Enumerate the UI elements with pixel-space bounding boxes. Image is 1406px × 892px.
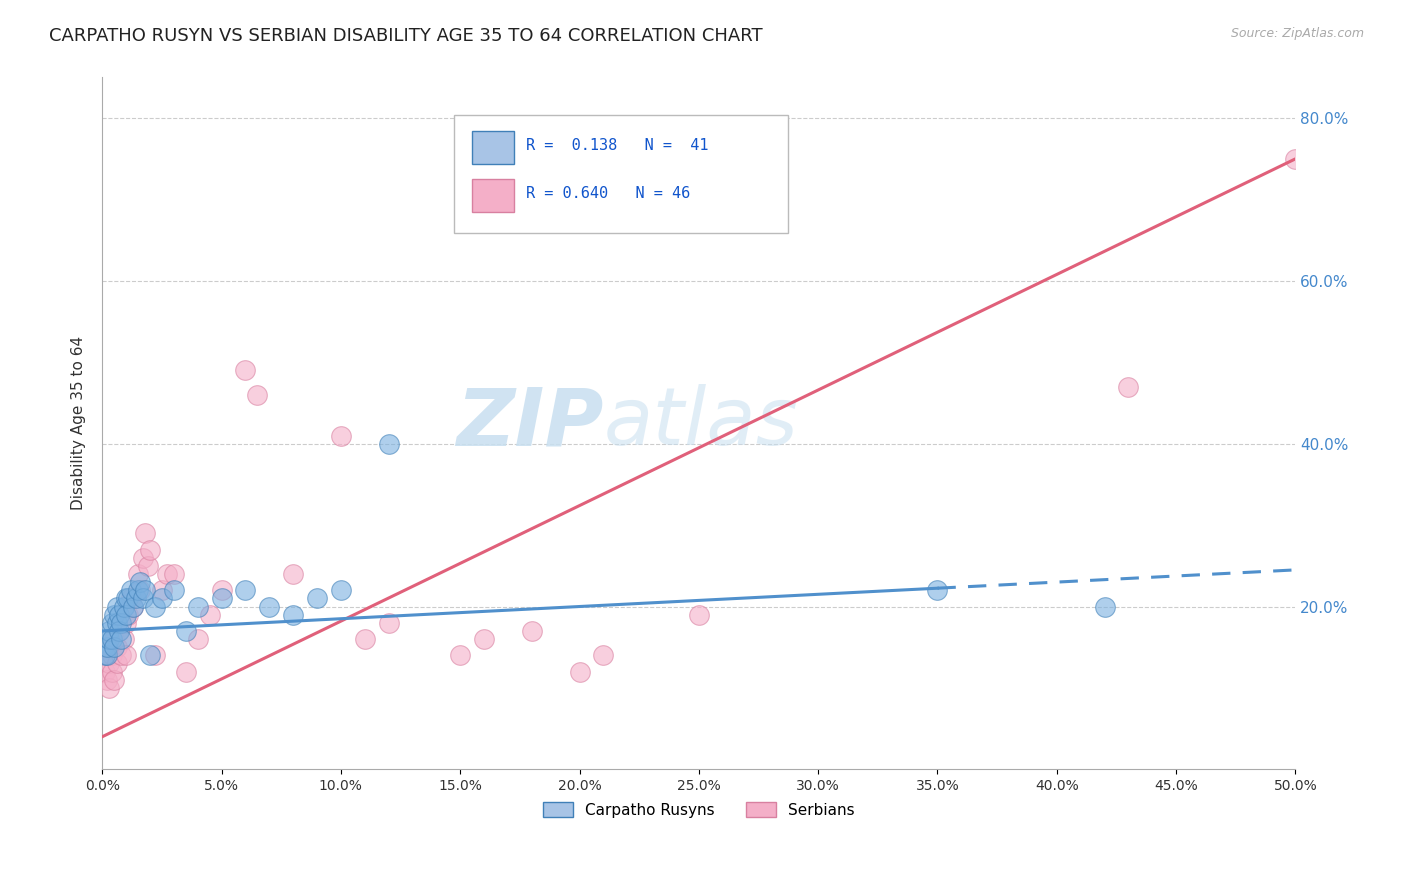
Point: [93, 648, 115, 663]
Point: [110, 648, 132, 663]
FancyBboxPatch shape: [454, 115, 789, 233]
Point: [246, 388, 269, 402]
Point: [235, 583, 257, 598]
Point: [117, 607, 139, 622]
Point: [127, 583, 149, 598]
Point: [100, 615, 122, 630]
Point: [1284, 152, 1306, 166]
Point: [110, 632, 132, 646]
Point: [150, 591, 173, 606]
Point: [305, 591, 328, 606]
Point: [472, 632, 495, 646]
Point: [96, 640, 118, 655]
Point: [108, 624, 131, 638]
Point: [134, 526, 156, 541]
Point: [927, 583, 949, 598]
Point: [281, 566, 304, 581]
Point: [377, 436, 399, 450]
Point: [98, 657, 121, 671]
Point: [115, 615, 138, 630]
Point: [96, 673, 118, 687]
Point: [143, 648, 166, 663]
Point: [211, 591, 233, 606]
Text: Source: ZipAtlas.com: Source: ZipAtlas.com: [1230, 27, 1364, 40]
Point: [103, 632, 125, 646]
Text: atlas: atlas: [603, 384, 799, 462]
Point: [143, 599, 166, 614]
Point: [187, 599, 209, 614]
Point: [117, 591, 139, 606]
Point: [110, 615, 132, 630]
Point: [105, 599, 128, 614]
Point: [136, 558, 159, 573]
Point: [139, 542, 162, 557]
Point: [139, 648, 162, 663]
Point: [108, 607, 131, 622]
Point: [187, 632, 209, 646]
Point: [100, 632, 122, 646]
Text: R = 0.640   N = 46: R = 0.640 N = 46: [526, 186, 690, 202]
Point: [105, 657, 128, 671]
Point: [127, 566, 149, 581]
Point: [98, 632, 121, 646]
Point: [150, 583, 173, 598]
Text: R =  0.138   N =  41: R = 0.138 N = 41: [526, 137, 709, 153]
Point: [120, 583, 142, 598]
Point: [115, 607, 138, 622]
Point: [108, 624, 131, 638]
Text: CARPATHO RUSYN VS SERBIAN DISABILITY AGE 35 TO 64 CORRELATION CHART: CARPATHO RUSYN VS SERBIAN DISABILITY AGE…: [49, 27, 763, 45]
Point: [329, 428, 352, 442]
Point: [259, 599, 281, 614]
Point: [211, 583, 233, 598]
Point: [115, 591, 138, 606]
Bar: [472, 179, 513, 212]
Point: [132, 550, 155, 565]
Point: [688, 607, 710, 622]
Point: [98, 624, 121, 638]
Point: [1118, 380, 1140, 394]
Point: [129, 583, 152, 598]
Point: [353, 632, 375, 646]
Point: [163, 583, 186, 598]
Point: [129, 575, 152, 590]
Point: [449, 648, 471, 663]
Point: [134, 583, 156, 598]
Y-axis label: Disability Age 35 to 64: Disability Age 35 to 64: [72, 336, 86, 510]
Point: [103, 673, 125, 687]
Point: [568, 665, 591, 679]
Point: [103, 607, 125, 622]
Legend: Carpatho Rusyns, Serbians: Carpatho Rusyns, Serbians: [537, 796, 860, 824]
Point: [93, 665, 115, 679]
Point: [122, 599, 145, 614]
Point: [96, 648, 118, 663]
Point: [100, 665, 122, 679]
Point: [112, 599, 135, 614]
Point: [156, 566, 179, 581]
Point: [174, 624, 197, 638]
Point: [592, 648, 614, 663]
Point: [281, 607, 304, 622]
Point: [105, 640, 128, 655]
Text: ZIP: ZIP: [456, 384, 603, 462]
Point: [103, 640, 125, 655]
Point: [520, 624, 543, 638]
Point: [198, 607, 221, 622]
Point: [105, 615, 128, 630]
Point: [120, 591, 142, 606]
Point: [132, 591, 155, 606]
Point: [235, 363, 257, 377]
Point: [174, 665, 197, 679]
Point: [163, 566, 186, 581]
Point: [112, 632, 135, 646]
Point: [377, 615, 399, 630]
Point: [115, 648, 138, 663]
Point: [98, 681, 121, 695]
Bar: [472, 131, 513, 164]
Point: [329, 583, 352, 598]
Point: [124, 591, 146, 606]
Point: [100, 648, 122, 663]
Point: [122, 599, 145, 614]
Point: [1094, 599, 1116, 614]
